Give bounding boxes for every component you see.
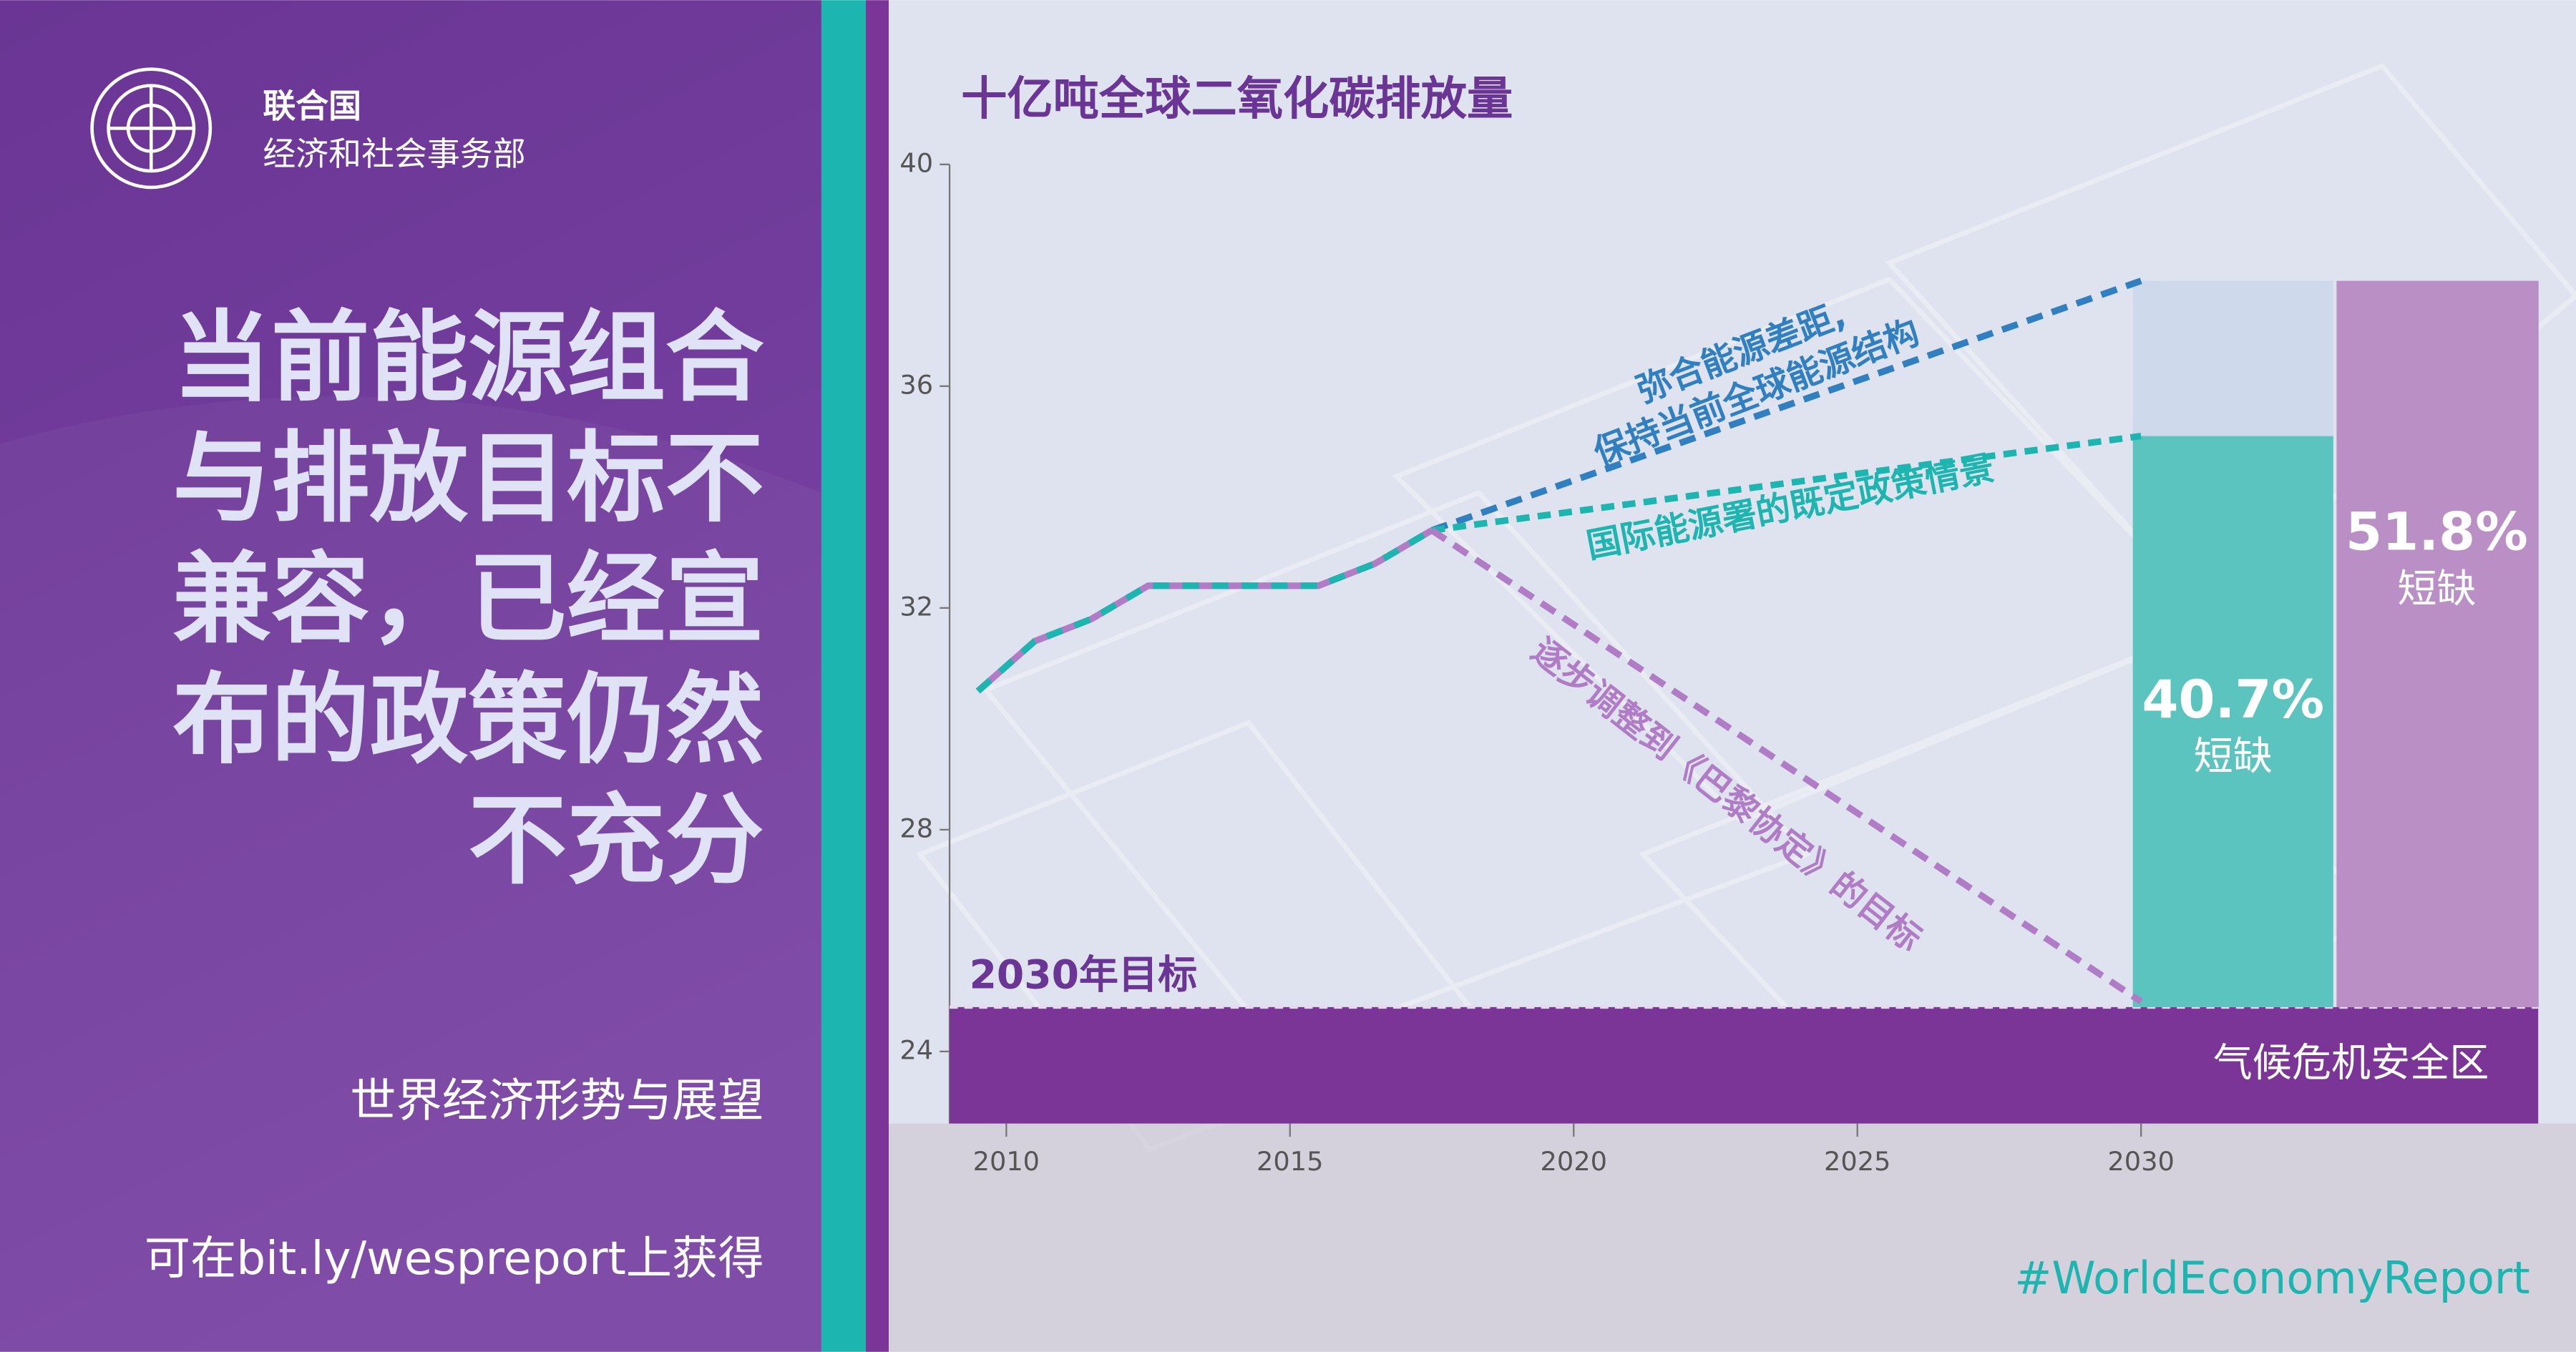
plot: 24 28 32 36 40 气候危机安全区 2030年目标 2010 2015 2020 2025…	[899, 147, 2539, 1177]
gap-value: 51.8%	[2346, 502, 2528, 563]
headline-line: 布的政策仍然	[172, 663, 764, 778]
series-line	[1430, 278, 2142, 534]
ground	[889, 1123, 2576, 1352]
gap-note: 短缺	[2194, 733, 2273, 779]
gap-bar-purple	[2336, 280, 2539, 1007]
purple-stripe	[865, 0, 889, 1352]
safe-zone	[950, 1006, 2539, 1124]
gap-value: 40.7%	[2142, 670, 2324, 730]
headline-line: 兼容，已经宣	[172, 542, 764, 657]
x-tick-label: 2025	[1824, 1146, 1890, 1177]
report: 世界经济形势与展望	[350, 1074, 763, 1128]
x-tick-label: 2020	[1541, 1146, 1607, 1177]
org: 联合国	[263, 87, 361, 125]
gap-note: 短缺	[2397, 566, 2476, 612]
panel-shade	[0, 396, 821, 1352]
y-tick-label: 40	[899, 147, 933, 178]
dept: 经济和社会事务部	[263, 134, 525, 173]
y-tick-label: 32	[899, 591, 933, 622]
left-panel	[0, 0, 821, 1352]
series-line	[975, 527, 1434, 694]
x-tick-label: 2010	[973, 1146, 1040, 1177]
y-tick-label: 28	[899, 813, 933, 843]
headline-line: 不充分	[468, 784, 763, 898]
un-logo	[90, 67, 213, 190]
gap-bar-teal	[2132, 436, 2333, 1007]
x-tick-label: 2030	[2107, 1146, 2174, 1177]
y-tick-label: 24	[899, 1034, 933, 1065]
series-line	[1430, 527, 2143, 1004]
target-label: 2030年目标	[970, 952, 1198, 998]
headline-line: 当前能源组合	[172, 301, 764, 416]
y-tick-label: 36	[899, 369, 933, 400]
teal-stripe	[821, 0, 866, 1352]
safe-zone-label: 气候危机安全区	[2213, 1039, 2489, 1085]
chart-title: 十亿吨全球二氧化碳排放量	[961, 72, 1513, 126]
series-line	[1431, 433, 2142, 534]
link: 可在bit.ly/wespreport上获得	[145, 1232, 764, 1285]
headline-line: 与排放目标不	[172, 421, 764, 536]
x-tick-label: 2015	[1257, 1146, 1323, 1177]
hashtag: #WorldEconomyReport	[2014, 1252, 2529, 1304]
